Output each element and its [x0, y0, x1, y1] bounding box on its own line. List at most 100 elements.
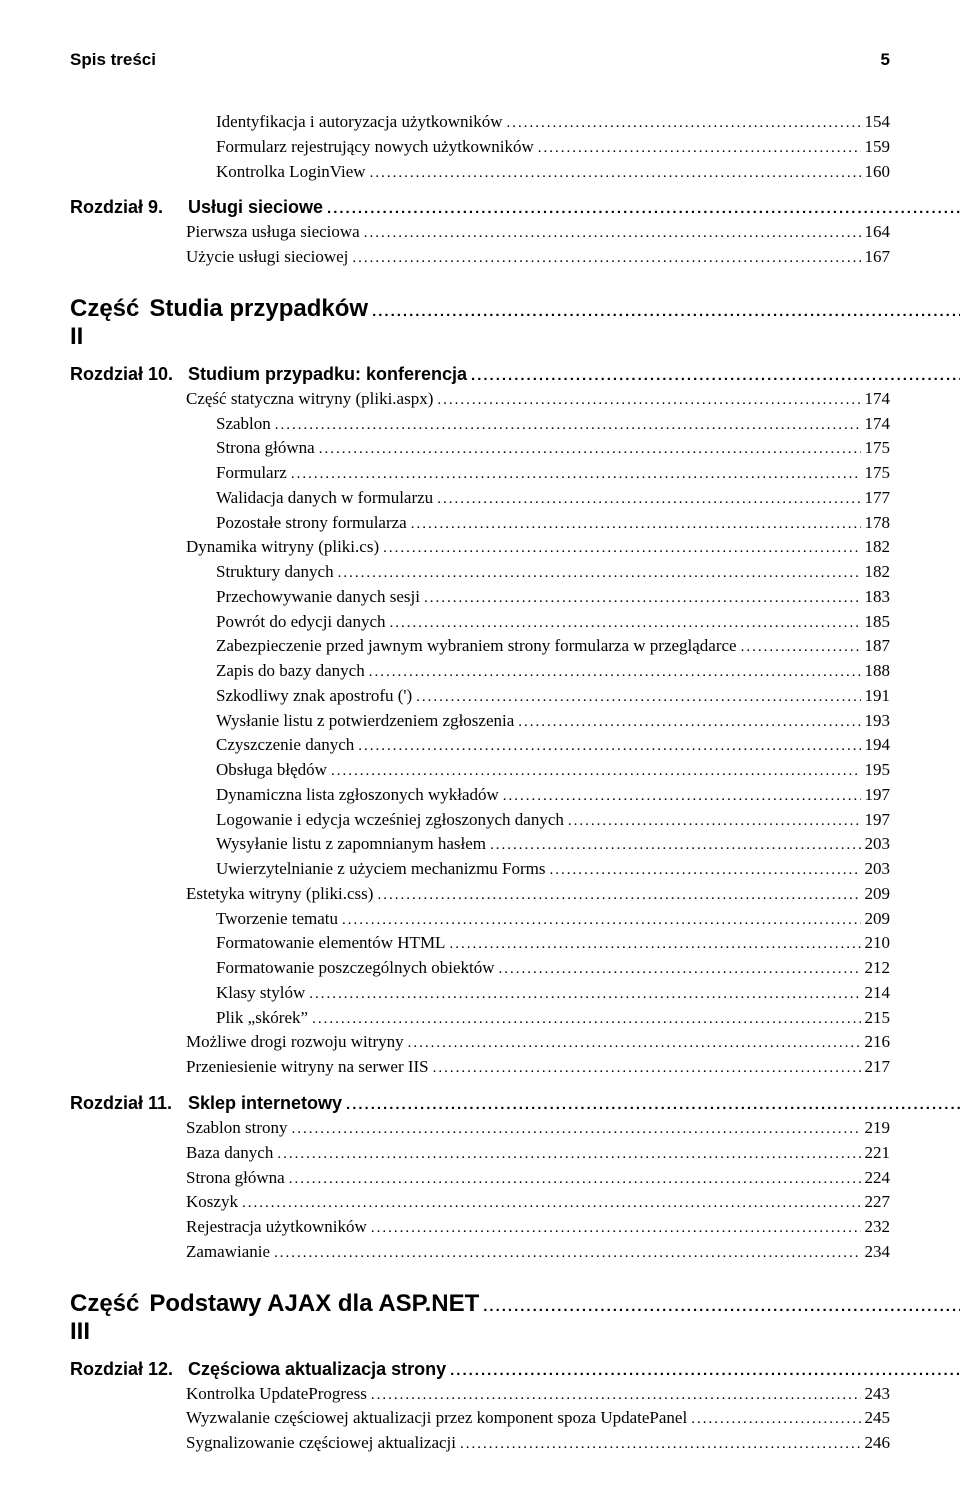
- toc-entry-page: 193: [865, 709, 891, 734]
- toc-entry-label: Obsługa błędów: [216, 758, 327, 783]
- toc-entry-page: 175: [865, 461, 891, 486]
- toc-line: Kontrolka UpdateProgress243: [70, 1382, 890, 1407]
- toc-leader: [433, 1055, 861, 1080]
- toc-line: Obsługa błędów195: [70, 758, 890, 783]
- toc-entry-page: 185: [865, 610, 891, 635]
- toc-entry-page: 174: [865, 387, 891, 412]
- toc-chapter-row: Rozdział 10. Studium przypadku: konferenc…: [70, 361, 890, 387]
- toc-part-row: Część IIStudia przypadków171: [70, 292, 890, 351]
- toc-entry-page: 246: [865, 1431, 891, 1456]
- toc-entry-page: 210: [865, 931, 891, 956]
- toc-leader: [538, 135, 861, 160]
- toc-chapter-prefix: Rozdział 12.: [70, 1359, 182, 1380]
- toc-leader: [471, 361, 960, 387]
- toc-leader: [364, 220, 861, 245]
- toc-leader: [242, 1190, 861, 1215]
- toc-entry-page: 177: [865, 486, 891, 511]
- toc-entry-page: 178: [865, 511, 891, 536]
- toc-entry-label: Sygnalizowanie częściowej aktualizacji: [186, 1431, 456, 1456]
- toc-line: Baza danych221: [70, 1141, 890, 1166]
- toc-line: Pierwsza usługa sieciowa164: [70, 220, 890, 245]
- toc-entry-label: Formatowanie elementów HTML: [216, 931, 445, 956]
- toc-entry-page: 214: [865, 981, 891, 1006]
- page-header: Spis treści 5: [70, 50, 890, 70]
- header-title: Spis treści: [70, 50, 156, 70]
- toc-line: Kontrolka LoginView160: [70, 160, 890, 185]
- toc-leader: [289, 1166, 861, 1191]
- header-page-number: 5: [881, 50, 890, 70]
- toc-leader: [312, 1006, 860, 1031]
- toc-entry-label: Kontrolka UpdateProgress: [186, 1382, 367, 1407]
- toc-line: Strona główna175: [70, 436, 890, 461]
- toc-leader: [327, 194, 960, 220]
- toc-leader: [450, 1356, 960, 1382]
- toc-leader: [275, 412, 861, 437]
- toc-entry-label: Wysłanie listu z potwierdzeniem zgłoszen…: [216, 709, 514, 734]
- toc-entry-label: Czyszczenie danych: [216, 733, 354, 758]
- toc-leader: [411, 511, 861, 536]
- toc-line: Uwierzytelnianie z użyciem mechanizmu Fo…: [70, 857, 890, 882]
- toc-leader: [346, 1090, 960, 1116]
- toc-entry-page: 174: [865, 412, 891, 437]
- toc-leader: [338, 560, 861, 585]
- toc-line: Identyfikacja i autoryzacja użytkowników…: [70, 110, 890, 135]
- toc-entry-label: Formularz rejestrujący nowych użytkownik…: [216, 135, 534, 160]
- toc-leader: [518, 709, 860, 734]
- toc-entry-label: Walidacja danych w formularzu: [216, 486, 433, 511]
- toc-entry-page: 227: [865, 1190, 891, 1215]
- toc-entry-page: 159: [865, 135, 891, 160]
- toc-entry-page: 245: [865, 1406, 891, 1431]
- toc-leader: [437, 486, 860, 511]
- toc-leader: [342, 907, 860, 932]
- toc-entry-label: Klasy stylów: [216, 981, 305, 1006]
- toc-leader: [437, 387, 860, 412]
- toc-entry-page: 215: [865, 1006, 891, 1031]
- toc-entry-page: 216: [865, 1030, 891, 1055]
- toc-entry-label: Kontrolka LoginView: [216, 160, 366, 185]
- toc-leader: [449, 931, 860, 956]
- toc-line: Logowanie i edycja wcześniej zgłoszonych…: [70, 808, 890, 833]
- toc-line: Formatowanie elementów HTML 210: [70, 931, 890, 956]
- toc-line: Tworzenie tematu209: [70, 907, 890, 932]
- toc-entry-label: Pozostałe strony formularza: [216, 511, 407, 536]
- toc-entry-label: Koszyk: [186, 1190, 238, 1215]
- toc-leader: [319, 436, 861, 461]
- toc-entry-label: Logowanie i edycja wcześniej zgłoszonych…: [216, 808, 564, 833]
- toc-chapter-prefix: Rozdział 9.: [70, 197, 182, 218]
- toc-entry-label: Wyzwalanie częściowej aktualizacji przez…: [186, 1406, 687, 1431]
- toc-leader: [291, 461, 861, 486]
- toc-leader: [408, 1030, 861, 1055]
- toc-line: Przechowywanie danych sesji183: [70, 585, 890, 610]
- toc-entry-label: Plik „skórek”: [216, 1006, 308, 1031]
- toc-chapter-prefix: Rozdział 10.: [70, 364, 182, 385]
- toc-leader: [377, 882, 860, 907]
- toc-entry-label: Studium przypadku: konferencja: [188, 361, 467, 387]
- toc-entry-label: Struktury danych: [216, 560, 334, 585]
- toc-line: Wyzwalanie częściowej aktualizacji przez…: [70, 1406, 890, 1431]
- toc-entry-label: Dynamika witryny (pliki.cs): [186, 535, 379, 560]
- toc-entry-page: 183: [865, 585, 891, 610]
- toc-entry-label: Częściowa aktualizacja strony: [188, 1356, 446, 1382]
- toc-leader: [369, 659, 861, 684]
- toc-leader: [460, 1431, 861, 1456]
- toc-entry-label: Część statyczna witryny (pliki.aspx): [186, 387, 433, 412]
- toc-leader: [741, 634, 861, 659]
- toc-entry-page: 217: [865, 1055, 891, 1080]
- toc-entry-label: Estetyka witryny (pliki.css): [186, 882, 373, 907]
- toc-leader: [691, 1406, 860, 1431]
- toc-entry-page: 197: [865, 783, 891, 808]
- toc-leader: [499, 956, 861, 981]
- toc-entry-label: Studia przypadków: [149, 292, 368, 327]
- toc-line: Zapis do bazy danych188: [70, 659, 890, 684]
- toc-entry-page: 203: [865, 832, 891, 857]
- toc-leader: [358, 733, 860, 758]
- toc-line: Strona główna224: [70, 1166, 890, 1191]
- toc-line: Możliwe drogi rozwoju witryny216: [70, 1030, 890, 1055]
- toc-leader: [503, 783, 861, 808]
- toc-entry-page: 175: [865, 436, 891, 461]
- toc-entry-page: 232: [865, 1215, 891, 1240]
- toc-entry-label: Użycie usługi sieciowej: [186, 245, 348, 270]
- toc-entry-page: 212: [865, 956, 891, 981]
- toc-entry-label: Baza danych: [186, 1141, 273, 1166]
- toc-line: Formularz175: [70, 461, 890, 486]
